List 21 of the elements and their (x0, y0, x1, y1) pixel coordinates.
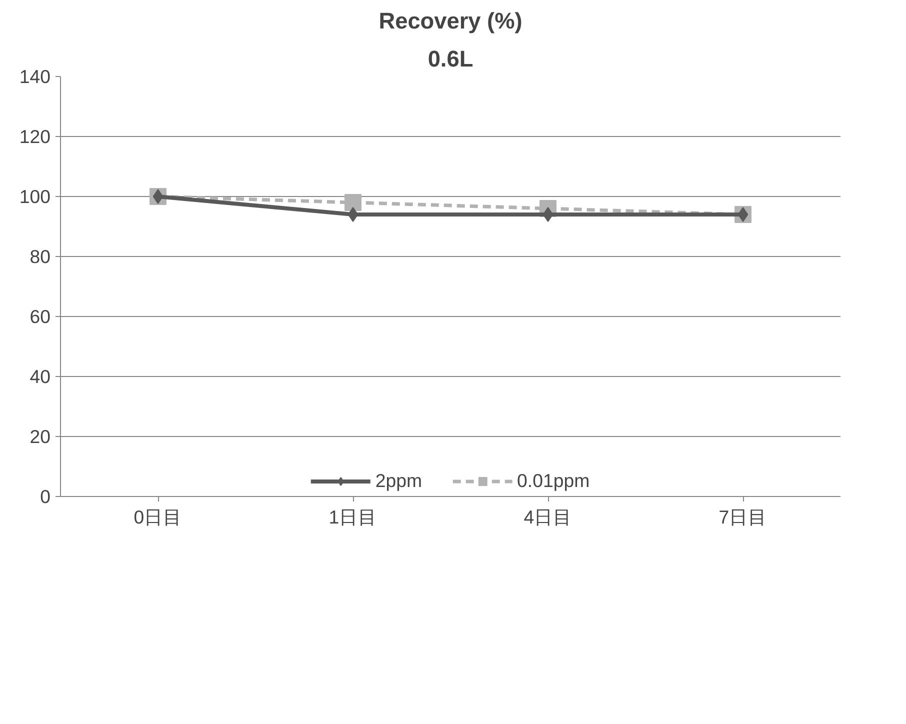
y-tick-label: 0 (40, 486, 51, 507)
y-tick-label: 140 (19, 66, 51, 87)
legend-label: 2ppm (375, 470, 422, 492)
chart-subtitle: 0.6L (428, 46, 474, 72)
x-tick-label: 1日目 (328, 506, 378, 528)
x-tick-label: 0日目 (134, 506, 182, 528)
y-tick-label: 100 (19, 186, 51, 207)
y-tick-label: 60 (30, 306, 51, 327)
y-tick-label: 40 (30, 366, 51, 387)
point (344, 194, 362, 211)
point (152, 189, 164, 204)
y-tick-label: 20 (30, 426, 51, 447)
y-tick-label: 120 (19, 126, 51, 147)
point (348, 207, 358, 222)
legend-label: 0.01ppm (517, 470, 590, 492)
chart-title: Recovery (%) (378, 8, 522, 34)
x-tick-label: 7日目 (718, 506, 768, 528)
point (542, 207, 554, 222)
x-tick-label: 4日目 (524, 506, 572, 528)
point (738, 207, 748, 222)
y-tick-label: 80 (30, 246, 51, 267)
